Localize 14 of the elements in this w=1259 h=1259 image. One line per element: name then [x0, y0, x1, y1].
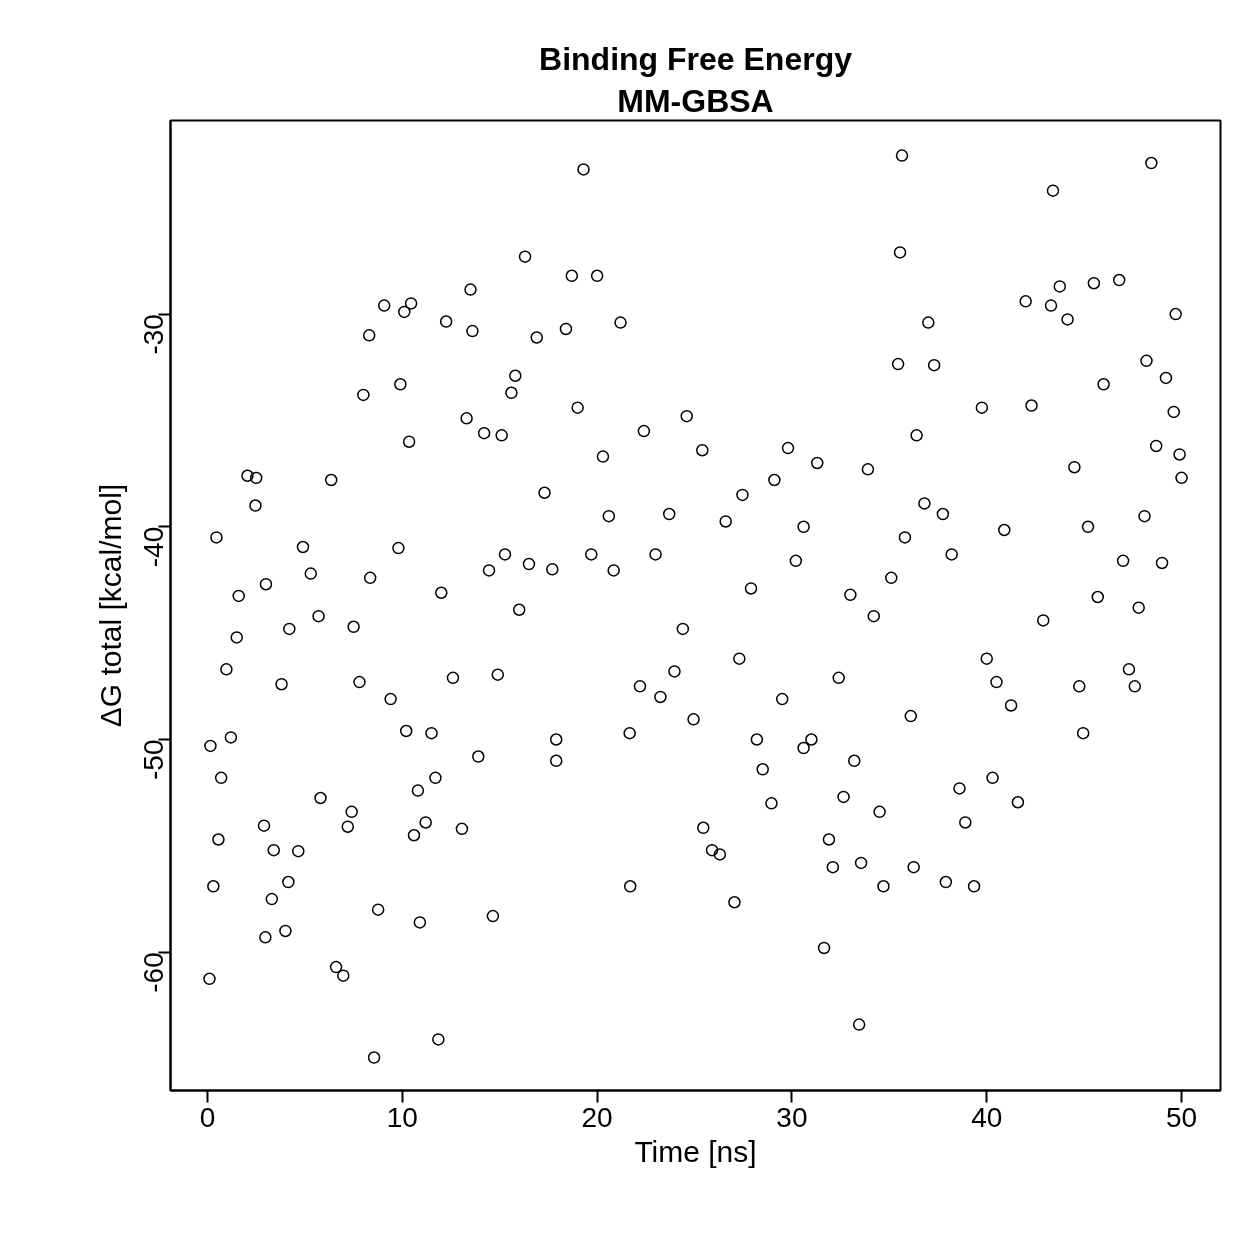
x-tick-label: 50	[1165, 1101, 1198, 1133]
x-tick-label: 30	[776, 1101, 808, 1133]
y-tick-label: -40	[138, 526, 169, 568]
y-tick-label: -30	[138, 314, 169, 355]
x-tick-label: 20	[581, 1101, 613, 1133]
chart-title: Binding Free Energy	[539, 40, 853, 77]
x-tick-label: 40	[971, 1101, 1003, 1133]
x-tick-label: 10	[386, 1101, 418, 1133]
chart-subtitle: MM-GBSA	[617, 82, 774, 119]
y-tick-label: -50	[138, 739, 169, 780]
y-axis-title: ΔG total [kcal/mol]	[93, 483, 127, 728]
x-axis-title: Time [ns]	[634, 1134, 757, 1168]
y-tick-label: -60	[138, 952, 169, 993]
x-tick-label: 0	[199, 1101, 216, 1133]
